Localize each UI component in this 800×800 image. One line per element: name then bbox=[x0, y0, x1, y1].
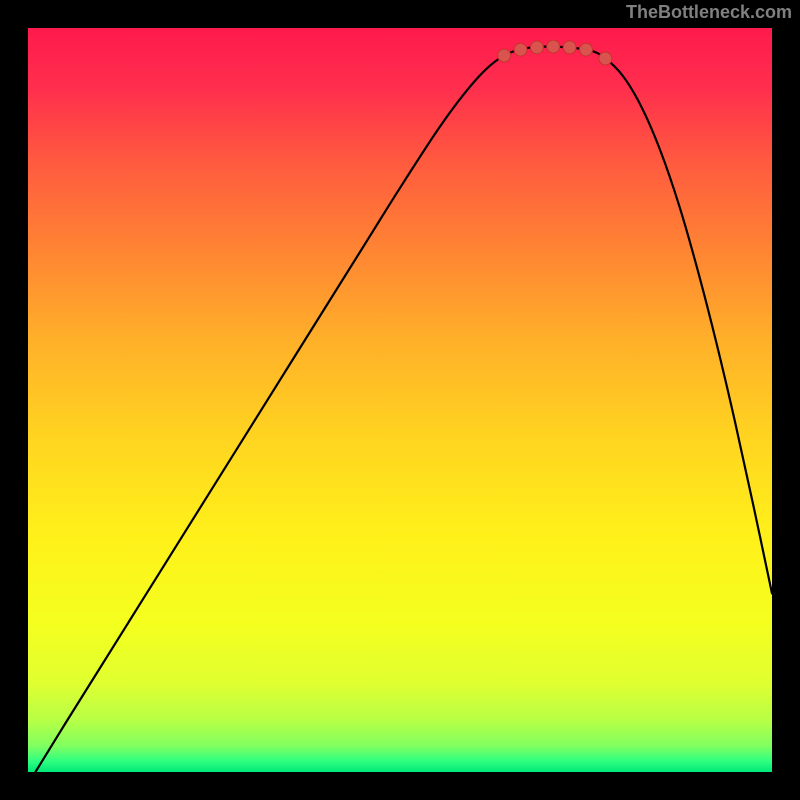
marker-point bbox=[547, 40, 560, 53]
plot-area bbox=[28, 28, 772, 772]
marker-point bbox=[514, 43, 527, 56]
marker-point bbox=[599, 52, 612, 65]
marker-point bbox=[563, 41, 576, 54]
marker-point bbox=[580, 43, 593, 56]
chart-container: TheBottleneck.com bbox=[0, 0, 800, 800]
watermark-text: TheBottleneck.com bbox=[626, 2, 792, 23]
optimal-range-markers bbox=[28, 28, 772, 772]
marker-point bbox=[530, 41, 543, 54]
marker-point bbox=[498, 49, 511, 62]
